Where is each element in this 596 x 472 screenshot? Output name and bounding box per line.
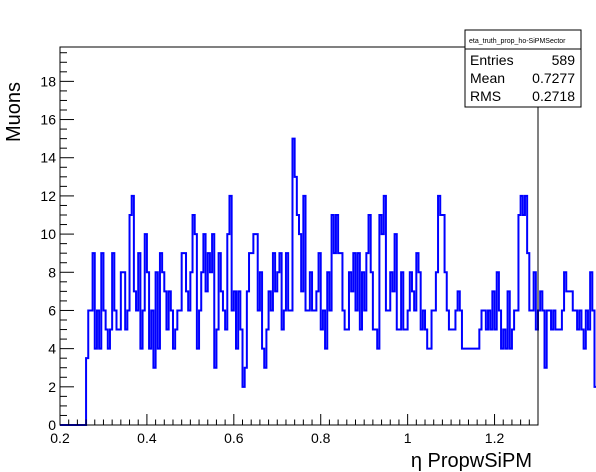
stats-box-border [464, 29, 582, 108]
stats-rms-label: RMS [470, 88, 501, 104]
stats-mean-label: Mean [470, 70, 505, 86]
y-axis: 0 2 4 6 8 10 12 14 16 18 [40, 52, 74, 433]
stats-entries-label: Entries [470, 52, 514, 68]
y-tick-label: 6 [48, 302, 56, 318]
x-axis: 0.2 0.4 0.6 0.8 1 1.2 [50, 414, 539, 446]
y-tick-label: 10 [40, 226, 56, 242]
y-tick-label: 0 [48, 417, 56, 433]
stats-box-title: eta_truth_prop_ho-SiPMSector [469, 38, 566, 45]
y-tick-label: 2 [48, 379, 56, 395]
x-tick-label: 0.2 [50, 430, 70, 446]
plot-frame [59, 46, 539, 426]
stats-mean-value: 0.7277 [532, 70, 575, 86]
y-tick-label: 18 [40, 73, 56, 89]
y-tick-label: 16 [40, 112, 56, 128]
x-tick-label: 0.4 [137, 430, 157, 446]
y-tick-label: 12 [40, 188, 56, 204]
y-tick-label: 8 [48, 264, 56, 280]
stats-box: eta_truth_prop_ho-SiPMSector Entries 589… [464, 29, 582, 108]
x-axis-label: η PropwSiPM [411, 450, 532, 472]
stats-entries-value: 589 [552, 52, 576, 68]
y-tick-label: 4 [48, 341, 56, 357]
x-tick-label: 1 [404, 430, 412, 446]
y-tick-label: 14 [40, 150, 56, 166]
x-tick-label: 0.6 [224, 430, 244, 446]
x-tick-label: 1.2 [485, 430, 505, 446]
stats-rms-value: 0.2718 [532, 88, 575, 104]
x-tick-label: 0.8 [311, 430, 331, 446]
histogram-line [60, 137, 596, 426]
plot-content [60, 137, 596, 426]
y-axis-label: Muons [3, 82, 25, 142]
